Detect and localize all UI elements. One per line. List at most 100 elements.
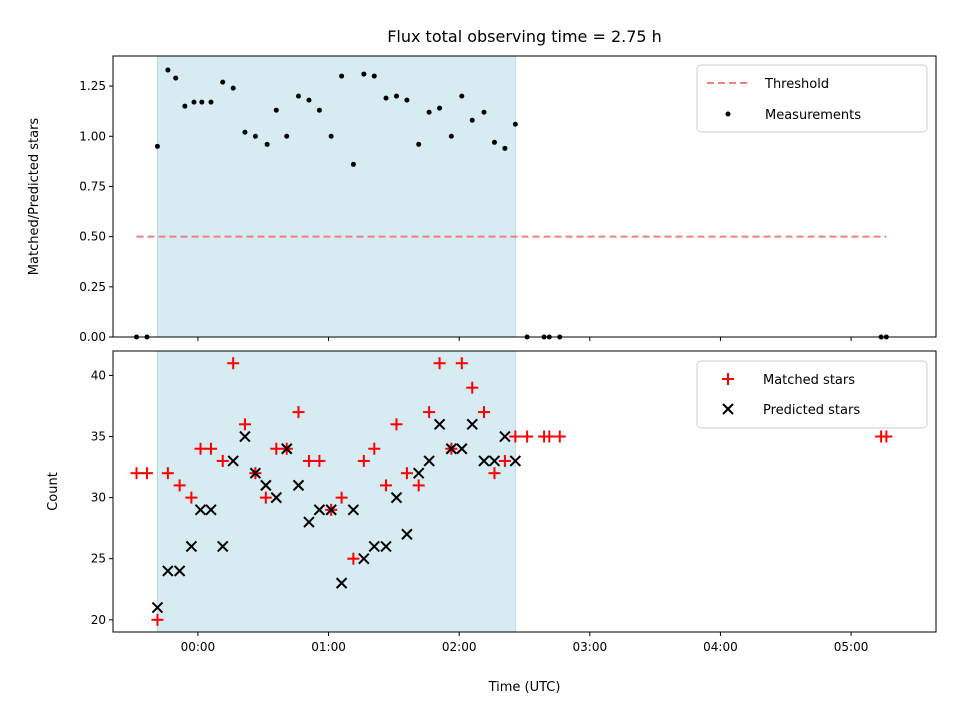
bot-shaded-span <box>156 350 516 633</box>
matched-star-point <box>880 430 893 443</box>
predicted-star-point <box>217 540 229 553</box>
matched-star-point <box>151 613 164 626</box>
measurement-point <box>296 93 302 99</box>
measurement-point <box>242 129 248 135</box>
matched-star-point <box>368 442 381 455</box>
bottom-series-layer <box>130 357 893 626</box>
matched-star-point <box>380 479 393 492</box>
matched-star-point <box>488 467 501 480</box>
measurement-point <box>481 109 487 115</box>
measurement-point <box>306 97 312 103</box>
matched-star-point <box>130 467 143 480</box>
predicted-star-point <box>445 443 458 455</box>
measurement-point <box>273 107 279 113</box>
predicted-star-point <box>347 504 360 516</box>
measurement-point <box>230 85 236 91</box>
matched-star-point <box>553 430 566 443</box>
measurement-point <box>208 99 214 105</box>
bot-y-tick-label: 20 <box>91 613 106 627</box>
matched-star-point <box>423 406 436 419</box>
predicted-star-point <box>239 430 251 443</box>
matched-star-point <box>238 418 251 431</box>
predicted-star-point <box>401 528 413 540</box>
matched-star-point <box>227 357 240 370</box>
matched-star-point <box>259 491 272 504</box>
predicted-star-point <box>173 565 186 577</box>
bot-x-tick-label: 05:00 <box>834 640 869 654</box>
measurement-point <box>328 133 334 139</box>
matched-star-point <box>521 430 534 443</box>
predicted-star-point <box>292 479 305 492</box>
bottom-legend: Matched stars Predicted stars <box>696 360 928 429</box>
top-axes-frame <box>112 55 937 338</box>
predicted-star-point <box>456 443 468 455</box>
measurement-point <box>252 133 258 139</box>
measurement-point <box>459 93 465 99</box>
matched-star-point <box>216 454 229 467</box>
legend-threshold-label: Threshold <box>764 77 829 92</box>
top-series-layer <box>134 67 889 340</box>
legend-matched-swatch <box>722 373 734 385</box>
measurement-point <box>165 67 171 73</box>
top-y-ticks: 0.00 0.25 0.50 0.75 1.00 1.25 <box>79 79 113 344</box>
bottom-x-axis-label: Time (UTC) <box>488 680 561 695</box>
predicted-star-point <box>368 540 380 553</box>
predicted-star-point <box>260 479 272 492</box>
matched-star-point <box>161 467 174 480</box>
bot-x-tick-label: 03:00 <box>573 640 608 654</box>
top-shaded-span-layer <box>156 55 516 338</box>
matched-star-point <box>185 491 198 504</box>
measurement-point <box>199 99 205 105</box>
predicted-star-point <box>151 601 164 614</box>
top-y-tick-label: 0.00 <box>79 330 106 344</box>
predicted-star-point <box>488 455 501 467</box>
matched-star-point <box>313 454 326 467</box>
predicted-star-point <box>227 455 239 467</box>
bot-x-tick-label: 04:00 <box>703 640 738 654</box>
predicted-star-point <box>390 491 403 504</box>
top-chart-title: Flux total observing time = 2.75 h <box>387 27 662 46</box>
predicted-star-point <box>358 552 370 565</box>
bot-y-tick-label: 25 <box>91 552 106 566</box>
legend-measurements-swatch <box>725 111 731 117</box>
matched-star-point <box>357 454 370 467</box>
predicted-star-point <box>270 491 283 504</box>
bottom-y-ticks: 20 25 30 35 40 <box>91 368 113 627</box>
predicted-star-point <box>478 455 490 467</box>
predicted-star-point <box>499 430 511 443</box>
matched-star-point <box>433 357 446 370</box>
legend-matched-label: Matched stars <box>763 373 855 388</box>
measurement-point <box>264 141 270 147</box>
top-panel: 0.00 0.25 0.50 0.75 1.00 1.25 Flux total obse… <box>27 27 937 344</box>
measurement-point <box>339 73 345 79</box>
matched-star-point <box>509 430 522 443</box>
matched-star-point <box>194 442 207 455</box>
measurement-point <box>284 133 290 139</box>
matched-star-point <box>455 357 468 370</box>
bot-y-tick-label: 35 <box>91 430 106 444</box>
bot-x-tick-label: 00:00 <box>181 640 216 654</box>
top-y-tick-label: 0.25 <box>79 280 106 294</box>
matched-star-point <box>292 406 305 419</box>
bot-y-tick-label: 40 <box>91 368 106 382</box>
measurement-point <box>416 141 422 147</box>
predicted-star-point <box>466 418 478 431</box>
predicted-star-point <box>335 577 348 589</box>
measurement-point <box>361 71 367 77</box>
measurement-point <box>469 117 475 123</box>
predicted-star-point <box>313 504 326 516</box>
predicted-star-point <box>412 467 425 479</box>
matched-star-point <box>173 479 186 492</box>
measurement-point <box>371 73 377 79</box>
bottom-shaded-span-layer <box>156 350 516 633</box>
matched-star-point <box>412 479 425 492</box>
matched-star-point <box>390 418 403 431</box>
measurement-point <box>426 109 432 115</box>
measurement-point <box>404 97 410 103</box>
predicted-star-point <box>185 540 198 553</box>
measurement-point <box>393 93 399 99</box>
top-y-tick-label: 0.50 <box>79 230 106 244</box>
predicted-star-point <box>303 516 315 528</box>
bot-x-tick-label: 02:00 <box>442 640 477 654</box>
top-legend-box <box>696 64 928 133</box>
